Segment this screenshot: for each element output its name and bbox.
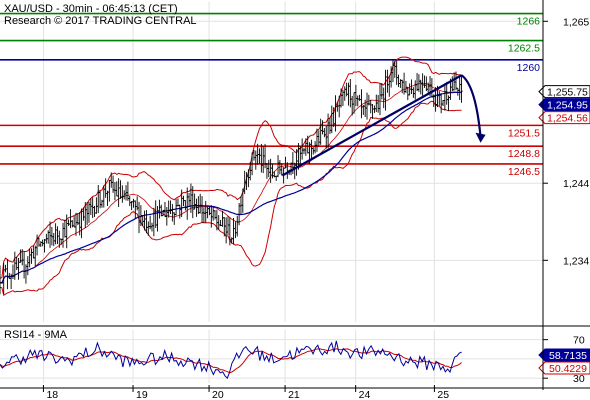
- forecast-arrow-head: [475, 132, 486, 143]
- price-tick-label: 1,244: [563, 178, 589, 190]
- price-tag: [538, 85, 590, 99]
- chart-header-line1: XAU/USD - 30min - 06:45:13 (CET): [4, 3, 178, 15]
- price-axis: 1,265 1,244 1,234: [543, 16, 589, 267]
- rsi-line: [0, 340, 462, 380]
- price-tick-label: 1,265: [563, 16, 589, 28]
- price-tag: [538, 98, 590, 112]
- price-tag: [538, 111, 590, 125]
- level-label: 1260: [517, 62, 541, 74]
- forecast-arrow: [460, 74, 482, 137]
- date-axis: 18 19 20 21 24 25: [42, 385, 449, 400]
- rsi-ma-line: [0, 348, 462, 374]
- price-levels: 1266 1262.5 1260 1251.5 1248.8 1246.5: [0, 12, 543, 178]
- bollinger-upper: [0, 56, 462, 279]
- rsi-value-tag-label: 58.7135: [549, 350, 587, 362]
- price-tags: 1,255.751,254.951,254.56: [538, 85, 590, 125]
- rsi-ma-tag: [538, 361, 590, 375]
- price-tag-label: 1,254.95: [547, 100, 588, 112]
- bollinger-bands: [0, 56, 462, 296]
- level-label: 1266: [517, 16, 541, 28]
- rsi-title: RSI14 - 9MA: [4, 329, 68, 341]
- trend-annotations: [281, 74, 486, 177]
- moving-average: [0, 91, 462, 284]
- price-tag-label: 1,255.75: [547, 87, 588, 99]
- level-label: 1248.8: [508, 148, 540, 160]
- trendline: [281, 74, 463, 177]
- date-tick-label: 25: [437, 389, 449, 400]
- level-label: 1262.5: [508, 43, 540, 55]
- rsi-ma-tag-label: 50.4229: [549, 363, 587, 375]
- date-tick-label: 21: [288, 389, 300, 400]
- rsi-lines: [0, 340, 462, 380]
- rsi-grid: [0, 330, 543, 383]
- rsi-tick-label: 70: [573, 335, 585, 347]
- rsi-value-tag: [538, 348, 590, 362]
- bollinger-middle: [0, 82, 462, 284]
- level-label: 1251.5: [508, 127, 540, 139]
- date-tick-label: 24: [359, 389, 371, 400]
- price-tick-label: 1,234: [563, 255, 589, 267]
- rsi-tick-label: 30: [573, 373, 585, 385]
- price-grid: [0, 2, 543, 322]
- date-tick-label: 19: [136, 389, 148, 400]
- date-tick-label: 18: [46, 389, 58, 400]
- chart-header-line2: Research © 2017 TRADING CENTRAL: [4, 15, 197, 27]
- price-bars: [0, 59, 463, 295]
- date-tick-label: 20: [212, 389, 224, 400]
- level-label: 1246.5: [508, 166, 540, 178]
- price-tag-label: 1,254.56: [547, 113, 588, 125]
